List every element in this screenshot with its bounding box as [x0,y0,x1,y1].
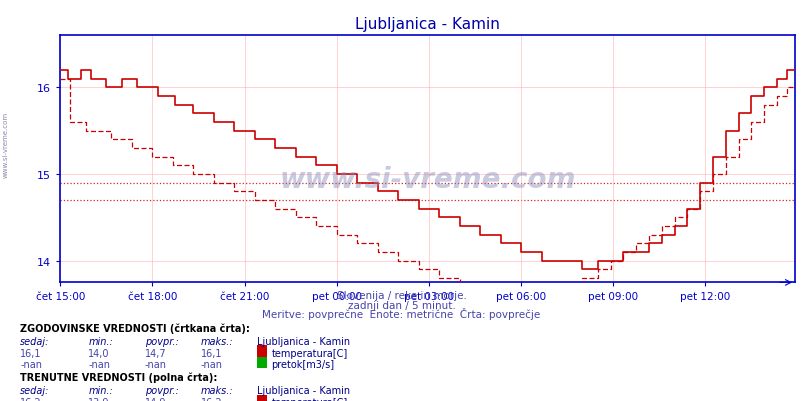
Text: -nan: -nan [20,359,42,369]
Text: 13,9: 13,9 [88,397,110,401]
Text: temperatura[C]: temperatura[C] [271,348,347,358]
Text: Ljubljanica - Kamin: Ljubljanica - Kamin [257,385,350,395]
Text: 14,9: 14,9 [144,397,166,401]
Text: Slovenija / reke in morje.: Slovenija / reke in morje. [336,291,466,301]
Text: temperatura[C]: temperatura[C] [271,397,347,401]
Text: min.:: min.: [88,336,113,346]
Text: maks.:: maks.: [200,385,233,395]
Text: www.si-vreme.com: www.si-vreme.com [2,111,9,177]
Text: -nan: -nan [200,359,222,369]
Text: sedaj:: sedaj: [20,385,50,395]
Text: TRENUTNE VREDNOSTI (polna črta):: TRENUTNE VREDNOSTI (polna črta): [20,372,217,382]
Text: pretok[m3/s]: pretok[m3/s] [271,359,334,369]
Text: Ljubljanica - Kamin: Ljubljanica - Kamin [257,336,350,346]
Text: 16,2: 16,2 [200,397,222,401]
Text: www.si-vreme.com: www.si-vreme.com [279,165,575,193]
Text: -nan: -nan [88,359,110,369]
Text: ZGODOVINSKE VREDNOSTI (črtkana črta):: ZGODOVINSKE VREDNOSTI (črtkana črta): [20,322,249,333]
Text: Meritve: povprečne  Enote: metrične  Črta: povprečje: Meritve: povprečne Enote: metrične Črta:… [262,308,540,320]
Text: min.:: min.: [88,385,113,395]
Text: maks.:: maks.: [200,336,233,346]
Title: Ljubljanica - Kamin: Ljubljanica - Kamin [354,17,500,32]
Text: 14,0: 14,0 [88,348,110,358]
Text: -nan: -nan [144,359,166,369]
Text: povpr.:: povpr.: [144,385,178,395]
Text: 16,1: 16,1 [20,348,42,358]
Text: sedaj:: sedaj: [20,336,50,346]
Text: 16,1: 16,1 [200,348,222,358]
Text: zadnji dan / 5 minut.: zadnji dan / 5 minut. [347,300,455,310]
Text: 14,7: 14,7 [144,348,166,358]
Text: povpr.:: povpr.: [144,336,178,346]
Text: 16,2: 16,2 [20,397,42,401]
